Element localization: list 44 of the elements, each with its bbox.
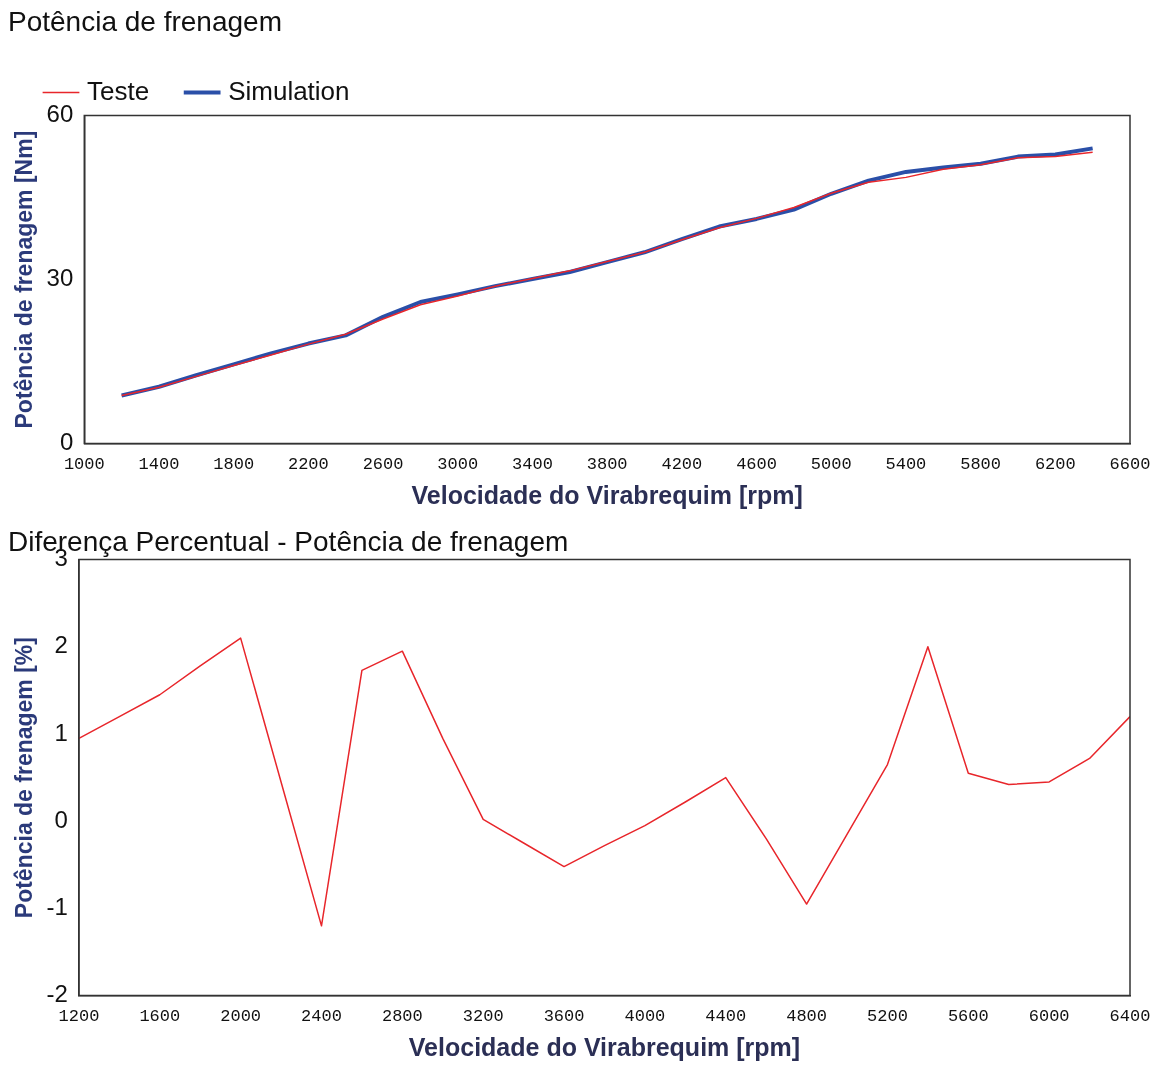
legend-label: Simulation [228,75,350,106]
x-axis-title: Velocidade do Virabrequim [rpm] [408,1032,801,1061]
x-tick-label: 5600 [947,1007,989,1027]
y-axis-title: Potência de frenagem [%] [11,637,38,919]
y-tick-label: -1 [46,893,68,921]
x-tick-label: 3600 [543,1007,585,1027]
x-tick-label: 2600 [362,455,404,475]
y-tick-label: 2 [54,631,68,659]
x-tick-label: 1800 [213,455,255,475]
x-tick-label: 2000 [220,1007,262,1027]
x-tick-label: 5200 [867,1007,908,1027]
y-tick-label: 1 [54,718,68,746]
x-tick-label: 3000 [437,455,479,475]
x-tick-label: 4400 [705,1007,747,1027]
y-tick-label: -2 [46,980,68,1008]
x-tick-label: 4600 [736,455,777,475]
legend-label: Teste [87,75,150,106]
y-tick-label: 60 [46,100,74,128]
x-tick-label: 1200 [58,1007,100,1027]
x-tick-label: 6600 [1109,455,1151,475]
x-tick-label: 1000 [63,455,105,475]
x-tick-label: 2800 [381,1007,423,1027]
x-tick-label: 3200 [462,1007,504,1027]
x-tick-label: 6000 [1028,1007,1070,1027]
x-tick-label: 4800 [786,1007,827,1027]
x-tick-label: 1400 [138,455,180,475]
x-tick-label: 6200 [1034,455,1076,475]
x-axis-title: Velocidade do Virabrequim [rpm] [411,480,803,509]
x-tick-label: 5000 [810,455,852,475]
y-tick-label: 0 [59,428,74,456]
y-tick-label: 30 [46,264,74,292]
x-tick-label: 2400 [301,1007,342,1027]
chart-title: Potência de frenagem [8,5,282,37]
x-tick-label: 4000 [624,1007,666,1027]
x-tick-label: 6400 [1109,1007,1151,1027]
x-tick-label: 4200 [661,455,703,475]
x-tick-label: 5800 [960,455,1002,475]
x-tick-label: 3400 [512,455,553,475]
x-tick-label: 2200 [287,455,329,475]
x-tick-label: 5400 [885,455,927,475]
y-tick-label: 0 [54,805,68,833]
x-tick-label: 3800 [586,455,628,475]
y-axis-title: Potência de frenagem [Nm] [11,130,38,429]
x-tick-label: 1600 [139,1007,181,1027]
